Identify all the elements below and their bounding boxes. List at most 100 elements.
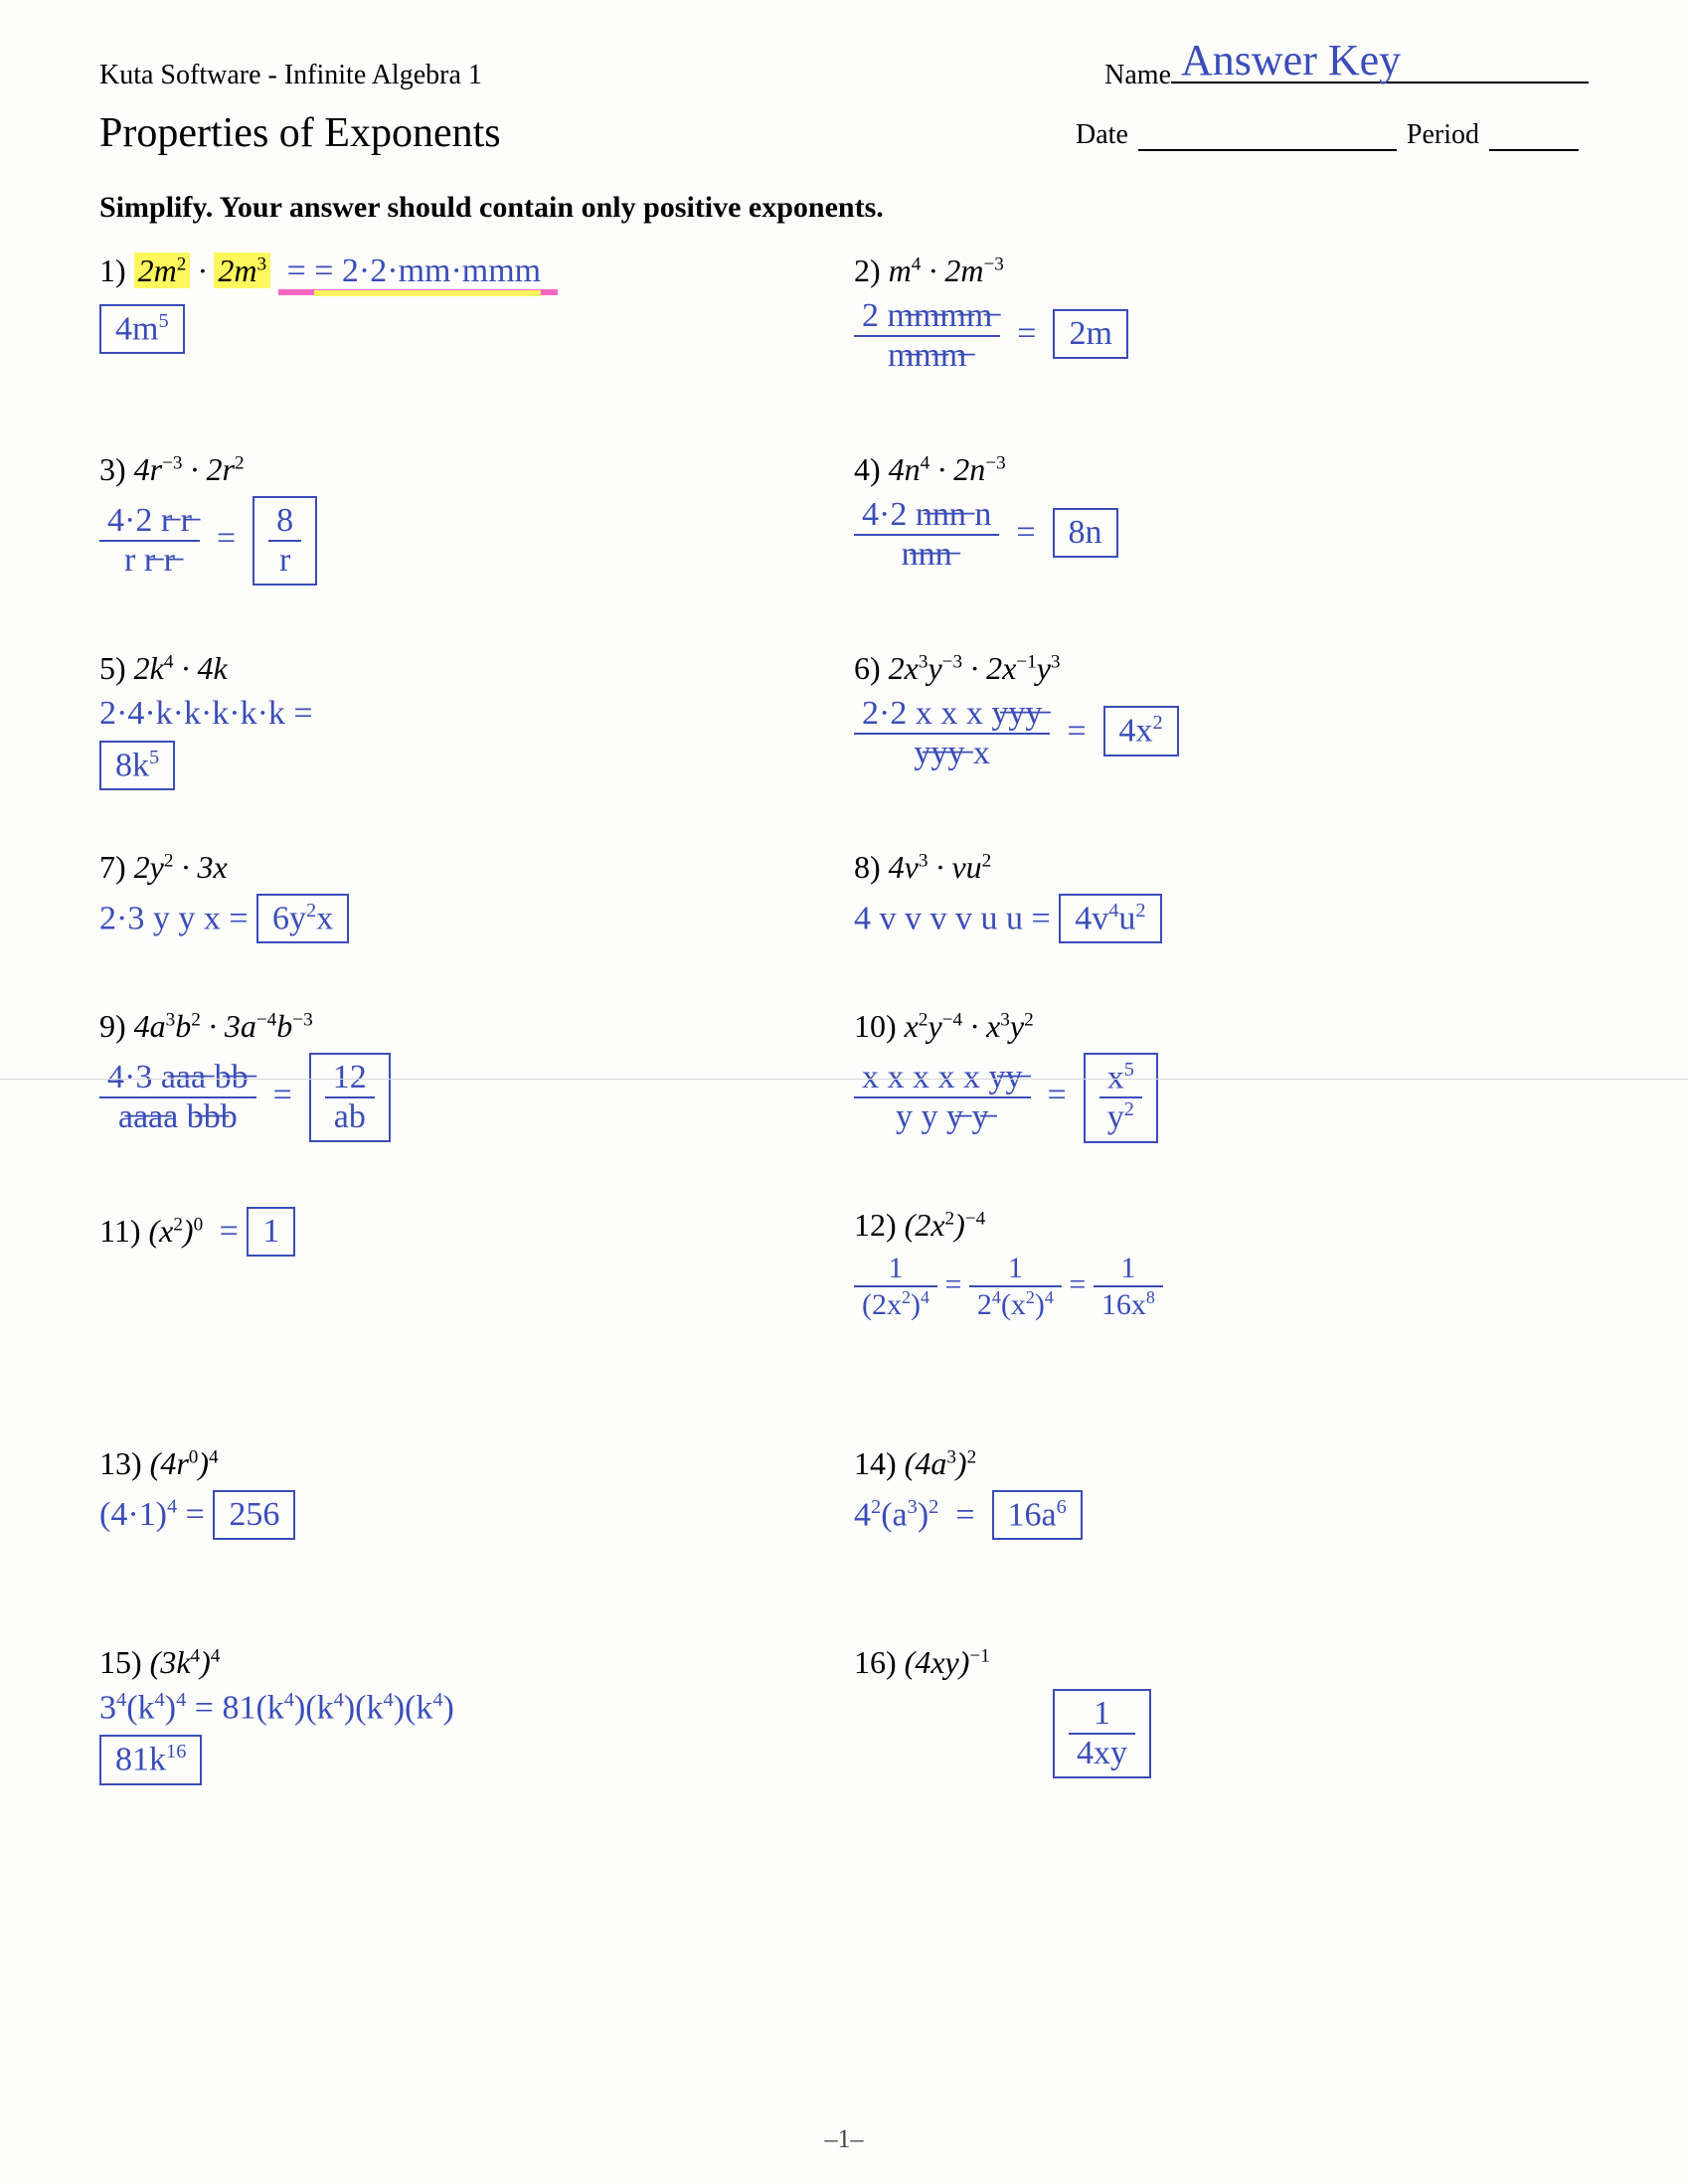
work-text: = 2·2·mm·mmm	[314, 252, 541, 296]
answer-box: 4m5	[99, 304, 185, 354]
problem-number: 5)	[99, 650, 126, 686]
problem-15: 15) (3k4)4 34(k4)4 = 81(k4)(k4)(k4)(k4) …	[99, 1644, 834, 1883]
problem-5: 5) 2k4 · 4k 2·4·k·k·k·k·k = 8k5	[99, 650, 834, 849]
problem-number: 6)	[854, 650, 881, 686]
problem-13: 13) (4r0)4 (4·1)4 = 256	[99, 1445, 834, 1644]
answer-box: 8n	[1053, 508, 1118, 558]
answer-box: 8k5	[99, 741, 175, 790]
problem-7: 7) 2y2 · 3x 2·3 y y x = 6y2x	[99, 849, 834, 1008]
name-value: Answer Key	[1181, 35, 1401, 85]
name-label: Name	[1104, 60, 1171, 91]
work-text: 2·3 y y x =	[99, 900, 249, 936]
ans-bot: ab	[325, 1098, 375, 1136]
work: = = 2·2·mm·mmm	[278, 252, 558, 295]
ans-bot: r	[268, 542, 301, 580]
problem-number: 4)	[854, 451, 881, 487]
printed-expr: 4a3b2 · 3a−4b−3	[134, 1008, 313, 1044]
frac-bot: a̶a̶a̶a b̶b̶b	[99, 1098, 256, 1136]
problem-number: 2)	[854, 252, 881, 288]
name-line: Name Answer Key	[1104, 60, 1589, 91]
work: 2·4·k·k·k·k·k =	[99, 695, 834, 733]
problem-16: 16) (4xy)−1 14xy	[854, 1644, 1589, 1883]
work: 4·2 n̶n̶n̶ nn̶n̶n̶ = 8n	[854, 496, 1589, 574]
c1-top: 1	[854, 1252, 937, 1287]
c2-bot: 24(x2)4	[969, 1287, 1062, 1322]
problem-4: 4) 4n4 · 2n−3 4·2 n̶n̶n̶ nn̶n̶n̶ = 8n	[854, 451, 1589, 650]
problem-10: 10) x2y−4 · x3y2 x x x x x y̶y̶y y y̶ y̶…	[854, 1008, 1589, 1207]
ans-bot: 16x8	[1094, 1287, 1163, 1322]
c1-bot: (2x2)4	[854, 1287, 937, 1322]
answer-box: 4v4u2	[1059, 894, 1161, 943]
printed-expr: 2x3y−3 · 2x−1y3	[889, 650, 1061, 686]
problem-number: 14)	[854, 1445, 897, 1481]
frac-bot: y̶y̶y̶ x	[854, 735, 1050, 772]
problem-number: 1)	[99, 252, 126, 288]
printed-expr: 2m2 · 2m3	[134, 252, 270, 288]
printed-expr: 4n4 · 2n−3	[889, 451, 1006, 487]
work: 42(a3)2 = 16a6	[854, 1490, 1589, 1540]
problem-1: 1) 2m2 · 2m3 = = 2·2·mm·mmm 4m5	[99, 252, 834, 451]
problem-2: 2) m4 · 2m−3 2 m̶m̶m̶m̶m̶m̶m̶ = 2m	[854, 252, 1589, 451]
work: 2·2 x x x y̶y̶y̶y̶y̶y̶ x = 4x2	[854, 695, 1589, 772]
work: 2·3 y y x = 6y2x	[99, 894, 834, 943]
printed-expr: 2k4 · 4k	[134, 650, 228, 686]
printed-expr: (4a3)2	[905, 1445, 977, 1481]
software-label: Kuta Software - Infinite Algebra 1	[99, 60, 482, 91]
answer-box: 2m	[1053, 309, 1127, 359]
date-underline	[1138, 119, 1397, 151]
frac-top: 2 m̶m̶m̶m̶	[854, 297, 1000, 337]
work: 4 v v v v u u = 4v4u2	[854, 894, 1589, 943]
frac-top: 4·2 r̶ r̶	[99, 502, 200, 542]
printed-expr: 4r−3 · 2r2	[134, 451, 245, 487]
work: 1(2x2)4 = 124(x2)4 = 116x8	[854, 1252, 1589, 1322]
work: = 1	[211, 1213, 295, 1250]
answer-box: 8r	[253, 496, 317, 586]
ans-top: 1	[1094, 1252, 1163, 1287]
answer-box: x5y2	[1084, 1053, 1158, 1143]
printed-expr: (2x2)−4	[905, 1207, 986, 1243]
period-label: Period	[1407, 119, 1479, 151]
problem-number: 15)	[99, 1644, 142, 1680]
problem-11: 11) (x2)0 = 1	[99, 1207, 834, 1445]
problem-number: 10)	[854, 1008, 897, 1044]
worksheet-page: Kuta Software - Infinite Algebra 1 Name …	[0, 0, 1688, 2184]
problem-12: 12) (2x2)−4 1(2x2)4 = 124(x2)4 = 116x8	[854, 1207, 1589, 1445]
printed-expr: (x2)0	[148, 1213, 203, 1249]
printed-expr: m4 · 2m−3	[889, 252, 1004, 288]
work: (4·1)4 = 256	[99, 1490, 834, 1540]
name-underline: Answer Key	[1171, 82, 1589, 84]
problem-number: 9)	[99, 1008, 126, 1044]
answer-box: 1	[247, 1207, 295, 1257]
page-footer: –1–	[0, 2124, 1688, 2154]
frac-bot: y y y̶ y̶	[854, 1098, 1031, 1136]
period-underline	[1489, 119, 1579, 151]
answer-box: 16a6	[992, 1490, 1083, 1540]
frac-bot: r r̶ r̶	[99, 542, 200, 580]
problem-number: 16)	[854, 1644, 897, 1680]
answer-box: 6y2x	[256, 894, 349, 943]
problem-9: 9) 4a3b2 · 3a−4b−3 4·3 a̶a̶a̶ b̶b̶a̶a̶a̶…	[99, 1008, 834, 1207]
problem-3: 3) 4r−3 · 2r2 4·2 r̶ r̶r r̶ r̶ = 8r	[99, 451, 834, 650]
answer-box: 14xy	[1053, 1689, 1151, 1778]
c2-top: 1	[969, 1252, 1062, 1287]
problem-number: 13)	[99, 1445, 142, 1481]
answer-box: 4x2	[1103, 706, 1179, 756]
answer-box: 12ab	[309, 1053, 391, 1142]
ans-top: 1	[1069, 1695, 1135, 1735]
printed-expr: 4v3 · vu2	[889, 849, 992, 885]
ans-bot: y2	[1099, 1098, 1142, 1136]
problem-number: 8)	[854, 849, 881, 885]
answer-box: 256	[213, 1490, 295, 1540]
frac-bot: m̶m̶m̶	[854, 337, 1000, 375]
problem-14: 14) (4a3)2 42(a3)2 = 16a6	[854, 1445, 1589, 1644]
printed-expr: x2y−4 · x3y2	[905, 1008, 1034, 1044]
frac-top: 2·2 x x x y̶y̶y̶	[854, 695, 1050, 735]
frac-bot: n̶n̶n̶	[854, 536, 999, 574]
problems-grid: 1) 2m2 · 2m3 = = 2·2·mm·mmm 4m5 2) m4 · …	[99, 252, 1589, 1883]
instructions: Simplify. Your answer should contain onl…	[99, 191, 1589, 225]
work: 34(k4)4 = 81(k4)(k4)(k4)(k4)	[99, 1689, 834, 1727]
problem-number: 3)	[99, 451, 126, 487]
ans-top: 8	[268, 502, 301, 542]
problem-number: 7)	[99, 849, 126, 885]
problem-number: 11)	[99, 1213, 140, 1249]
